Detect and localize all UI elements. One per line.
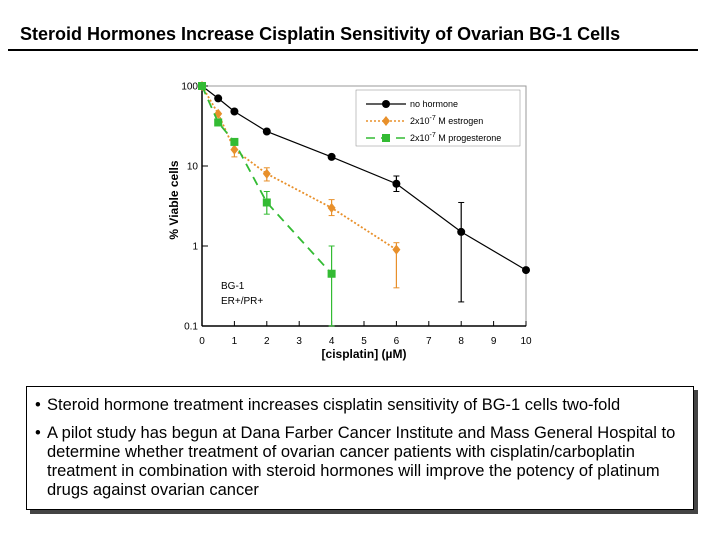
data-point	[262, 198, 271, 207]
finding-bullet: • Steroid hormone treatment increases ci…	[35, 396, 683, 415]
y-axis-label: % Viable cells	[167, 160, 181, 239]
series	[198, 81, 401, 289]
y-tick-label: 1	[192, 242, 198, 253]
data-point	[457, 227, 466, 236]
title-underline	[8, 49, 698, 51]
x-tick-label: 6	[394, 336, 400, 347]
x-tick-label: 4	[329, 336, 335, 347]
findings-box: • Steroid hormone treatment increases ci…	[26, 386, 694, 510]
x-tick-label: 9	[491, 336, 497, 347]
x-tick-label: 3	[296, 336, 302, 347]
legend-label: 2x10-7 M estrogen	[410, 115, 483, 126]
legend-label: 2x10-7 M progesterone	[410, 132, 501, 143]
receptor-annotation: ER+/PR+	[221, 296, 263, 307]
finding-text: A pilot study has begun at Dana Farber C…	[47, 424, 676, 499]
data-point	[214, 118, 223, 127]
x-axis-label: [cisplatin] (µM)	[322, 347, 407, 361]
data-point	[198, 82, 206, 90]
x-tick-label: 7	[426, 336, 432, 347]
data-point	[230, 107, 239, 116]
y-tick-label: 0.1	[184, 322, 198, 333]
legend-marker	[382, 134, 390, 142]
slide-title: Steroid Hormones Increase Cisplatin Sens…	[20, 24, 621, 44]
bullet-symbol: •	[35, 396, 41, 414]
legend-marker	[382, 116, 390, 126]
series	[198, 82, 336, 327]
bullet-symbol: •	[35, 424, 41, 442]
y-tick-label: 100	[181, 82, 198, 93]
cell-line-annotation: BG-1	[221, 281, 245, 292]
x-tick-label: 8	[458, 336, 464, 347]
legend-entry: no hormone	[366, 99, 458, 109]
x-tick-label: 5	[361, 336, 367, 347]
series-line	[201, 85, 397, 251]
x-tick-label: 10	[520, 336, 532, 347]
data-point	[214, 94, 223, 103]
x-tick-label: 2	[264, 336, 270, 347]
legend-entry: 2x10-7 M progesterone	[366, 132, 501, 143]
legend-marker	[382, 100, 390, 108]
data-point	[230, 144, 239, 155]
viability-chart: 0 1 2 3 4 5 6 7 8 9 10 0.1 1 10 100 % Viable cells [ci…	[167, 81, 532, 361]
x-tick-label: 1	[232, 336, 238, 347]
finding-bullet: • A pilot study has begun at Dana Farber…	[35, 424, 683, 500]
data-point	[522, 266, 530, 275]
data-point	[262, 168, 271, 179]
finding-text: Steroid hormone treatment increases cisp…	[47, 396, 621, 414]
data-point	[327, 269, 336, 278]
data-point	[327, 152, 336, 161]
data-point	[392, 179, 401, 188]
legend-label: no hormone	[410, 99, 458, 109]
data-point	[230, 137, 239, 146]
data-point	[327, 202, 336, 213]
y-tick-label: 10	[187, 162, 199, 173]
legend-entry: 2x10-7 M estrogen	[366, 115, 483, 126]
data-point	[262, 127, 271, 136]
x-tick-label: 0	[199, 336, 205, 347]
data-point	[392, 244, 401, 255]
